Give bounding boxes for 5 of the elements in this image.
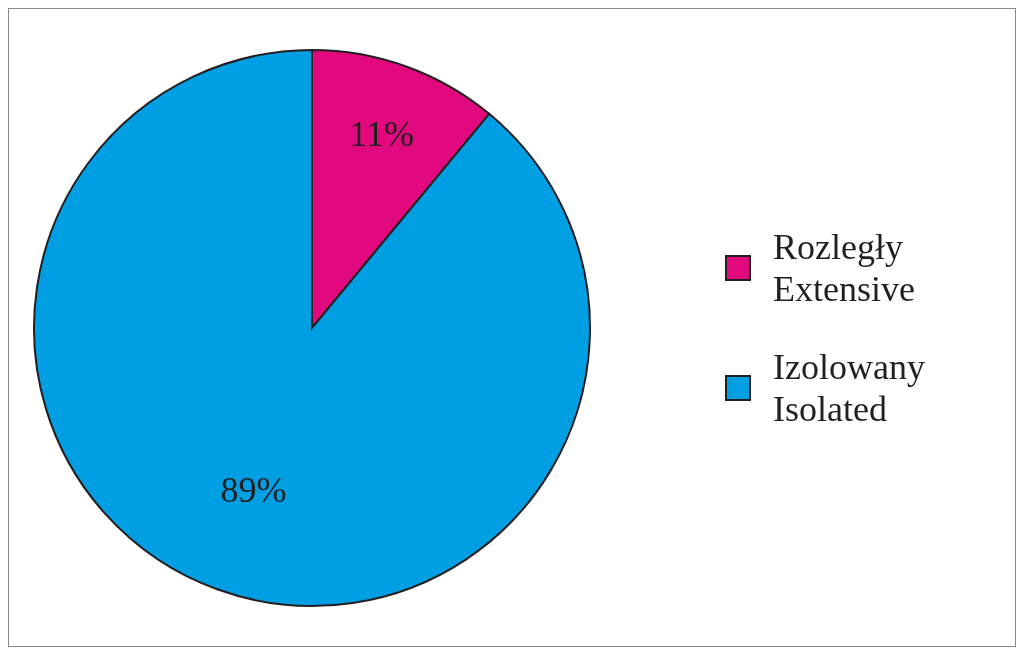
- legend-label: Rozległy Extensive: [773, 225, 916, 310]
- pie-slice: [33, 49, 591, 607]
- data-label: 11%: [349, 114, 415, 155]
- legend-label: Izolowany Isolated: [773, 345, 925, 430]
- data-label: 89%: [220, 470, 287, 511]
